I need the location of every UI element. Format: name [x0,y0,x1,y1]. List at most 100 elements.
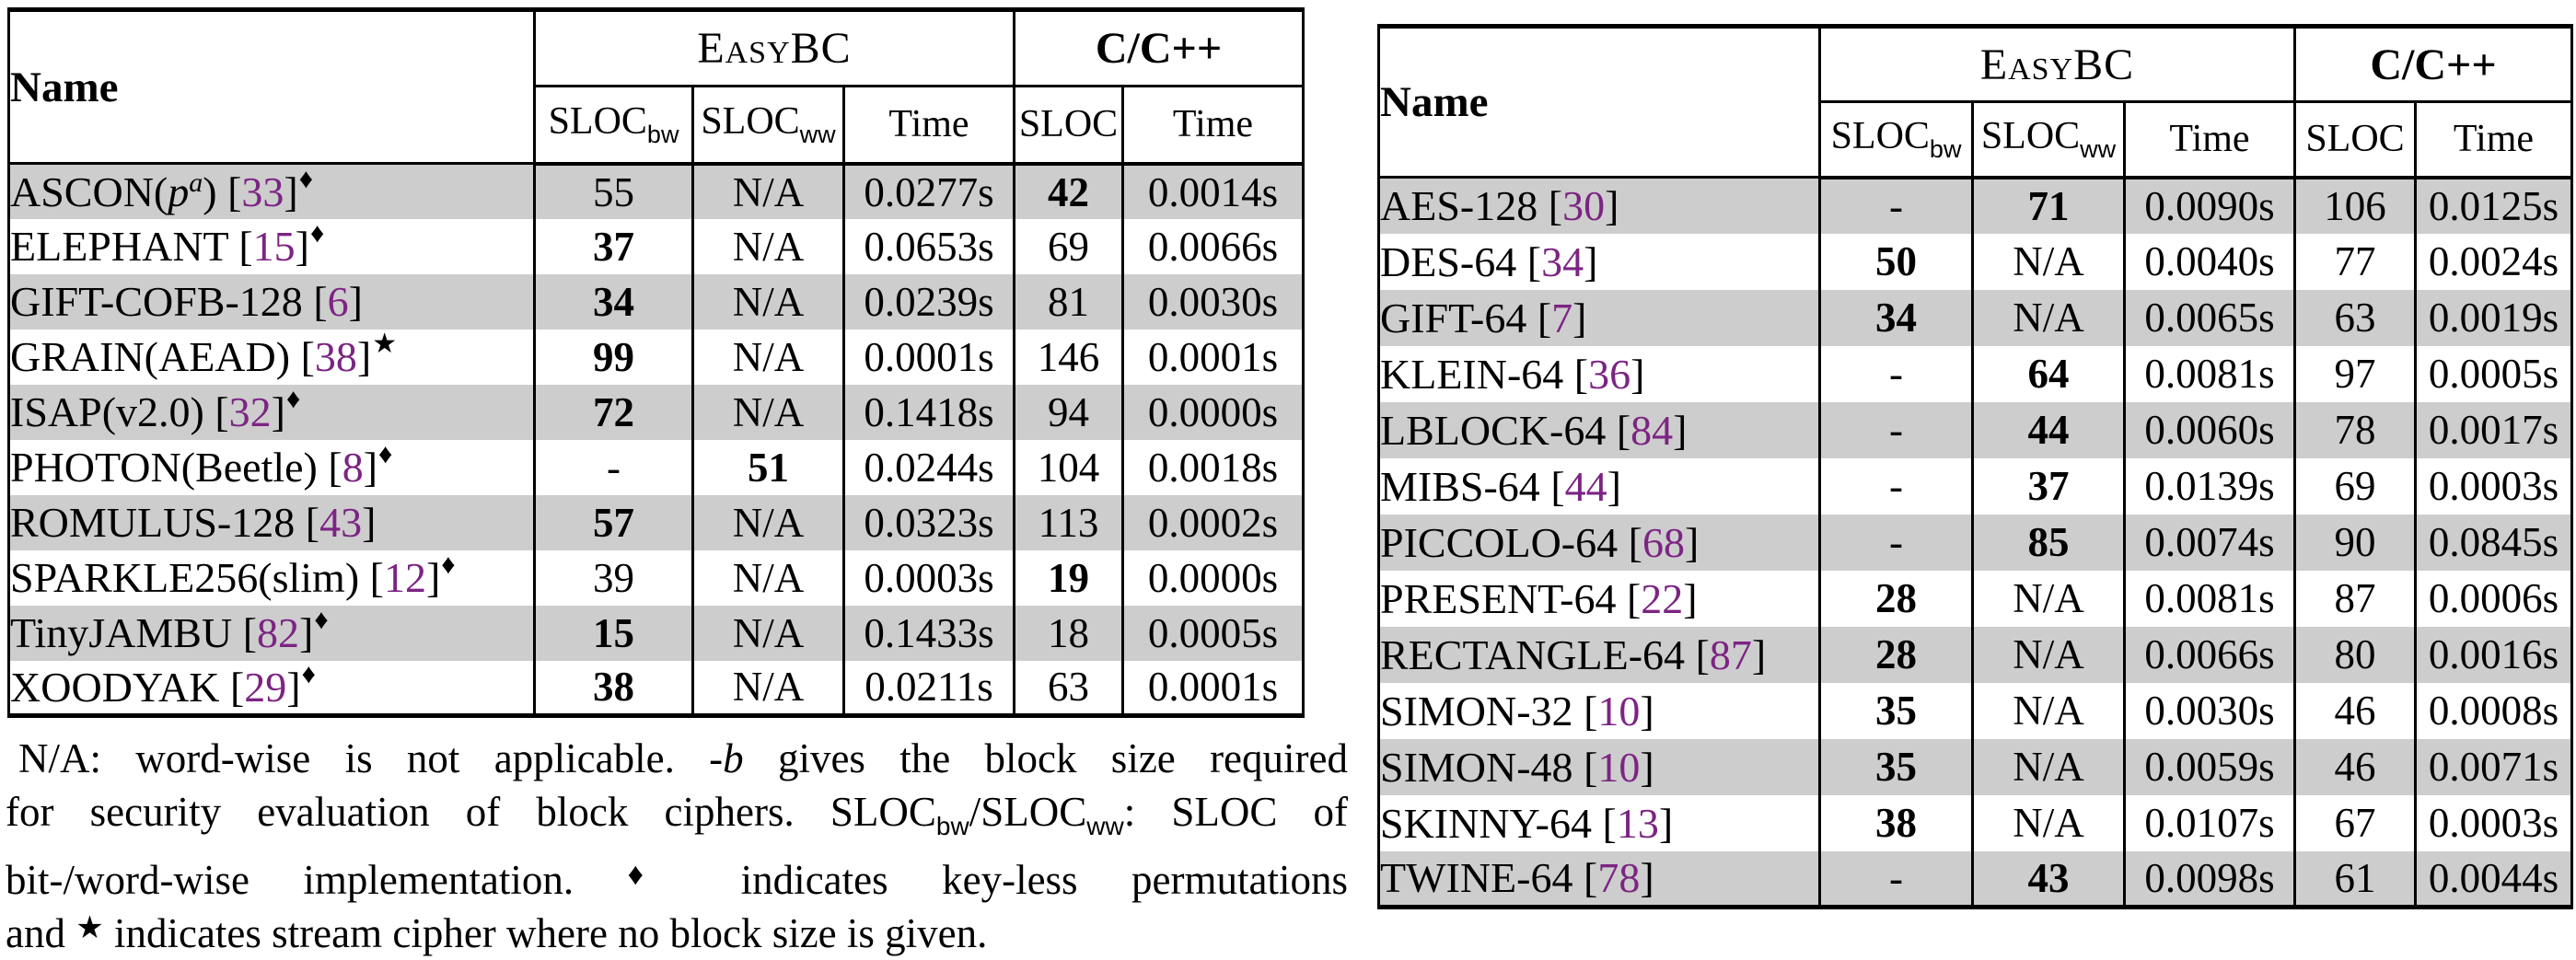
c-time-cell: 0.0005s [2414,345,2573,402]
table-row: GIFT-COFB-128 [6] 34 N/A 0.0239s 81 0.0030s [7,273,1305,330]
cipher-name-cell: RECTANGLE-64 [87] [1377,626,1821,683]
footnote-line: N/A: word-wise is not applicable. -b giv… [6,732,1348,785]
c-sloc-cell: 113 [1013,494,1124,550]
easybc-time-cell: 0.0001s [842,329,1015,385]
column-label: SLOC [1980,115,2081,158]
keyless-permutation-diamond-marker: ♦ [441,549,456,580]
easybc-time-cell: 0.0040s [2123,233,2296,290]
block-ciphers-table-panel: Name EasyBC C/C++ SLOCbw SLOCww Time SLO… [1377,24,2573,909]
citation-close-bracket: ] [1584,237,1598,285]
citation-open-bracket: [ [1616,574,1642,622]
c-sloc-cell: 19 [1013,549,1124,606]
easybc-group-header: EasyBC [1818,26,2296,103]
name-column-header: Name [7,9,536,165]
cipher-name-cell: LBLOCK-64 [84] [1377,401,1821,458]
citation-number: 7 [1551,294,1573,341]
cipher-name-cell: KLEIN-64 [36] [1377,345,1821,402]
sloc-bw-cell: 34 [1818,289,1974,346]
sloc-ww-cell: N/A [1971,794,2126,851]
c-time-cell: 0.0125s [2414,177,2573,234]
name-column-header: Name [1377,26,1821,179]
citation-number: 44 [1564,462,1607,510]
column-label: SLOC [701,100,800,144]
keyless-permutation-diamond-marker: ♦ [298,163,314,194]
footnote-line: bit-/word-wise implementation. ♦ indicat… [6,853,1348,907]
column-label-subscript: ww [2080,135,2117,164]
c-sloc-cell: 94 [1013,384,1124,440]
group-header-row: Name EasyBC C/C++ [7,9,1305,165]
star-symbol: ★ [75,911,104,945]
citation-close-bracket: ] [295,223,309,270]
table-row: KLEIN-64 [36] -64 0.0081s 97 0.0005s [1377,345,2573,402]
text-segment: for security evaluation of block ciphers… [6,789,936,835]
citation-close-bracket: ] [348,278,363,325]
sloc-ww-cell: N/A [1971,233,2126,290]
sloc-bw-cell: 35 [1818,682,1974,739]
cipher-name-cell: ISAP(v2.0) [32]♦ [7,384,536,440]
cipher-name-cell: PHOTON(Beetle) [8]♦ [7,439,536,495]
easybc-time-cell: 0.0066s [2123,626,2296,683]
sloc-ww-cell: N/A [691,384,845,440]
c-sloc-cell: 97 [2293,345,2417,402]
table-row: PHOTON(Beetle) [8]♦ -51 0.0244s 104 0.0018s [7,439,1305,495]
sloc-bw-column-header: SLOCbw [533,86,694,166]
easybc-time-cell: 0.0003s [842,549,1015,606]
sloc-bw-cell: 55 [533,163,694,219]
easybc-time-column-header: Time [2123,101,2296,179]
c-sloc-column-header: SLOC [1013,86,1124,166]
citation-number: 29 [244,663,287,711]
text-segment: indicates stream cipher where no block s… [103,910,988,956]
text-segment: PHOTON(Beetle) [10,444,318,491]
citation-close-bracket: ] [1684,518,1700,566]
sloc-ww-cell: 64 [1971,345,2126,402]
stream-cipher-star-marker: ★ [372,329,398,359]
table-body: AES-128 [30] -71 0.0090s 106 0.0125s DES-64 [… [1377,177,2573,908]
text-segment: TinyJAMBU [10,609,233,656]
citation-number: 10 [1597,687,1641,734]
c-sloc-cell: 67 [2293,794,2417,851]
c-time-cell: 0.0003s [2414,794,2573,851]
easybc-time-cell: 0.0030s [2123,682,2296,739]
text-segment: gives the block size required [743,735,1348,781]
sloc-ww-cell: N/A [691,329,845,385]
citation-number: 36 [1588,350,1631,398]
column-label: Time [888,103,969,146]
sloc-ww-cell: 51 [691,439,845,495]
citation-close-bracket: ] [1640,854,1654,902]
c-time-cell: 0.0066s [1121,218,1305,274]
sloc-bw-cell: 28 [1818,626,1974,683]
citation-close-bracket: ] [1605,182,1619,230]
column-label: SLOC [548,100,647,144]
c-time-cell: 0.0044s [2414,850,2573,908]
sloc-ww-cell: 71 [1971,177,2126,234]
text-segment: a [189,167,203,198]
citation-open-bracket: [ [216,168,242,215]
c-sloc-column-header: SLOC [2293,101,2417,179]
sloc-ww-column-header: SLOCww [691,86,845,166]
c-cpp-group-header: C/C++ [1013,9,1305,87]
column-label: Time [2169,118,2250,161]
text-segment: LBLOCK-64 [1380,406,1607,454]
citation-open-bracket: [ [1618,518,1642,566]
c-time-cell: 0.0016s [2414,626,2573,683]
sloc-ww-column-header: SLOCww [1971,101,2126,179]
c-time-cell: 0.0071s [2414,738,2573,795]
sloc-ww-cell: N/A [691,660,845,716]
easybc-time-cell: 0.0653s [842,218,1015,274]
keyless-permutation-diamond-marker: ♦ [301,660,316,689]
sloc-ww-cell: N/A [691,273,845,330]
citation-close-bracket: ] [271,388,285,435]
c-cpp-group-header: C/C++ [2293,26,2573,103]
easybc-time-cell: 0.1418s [842,384,1015,440]
keyless-permutation-diamond-marker: ♦ [286,384,301,414]
cipher-name-cell: PICCOLO-64 [68] [1377,514,1821,571]
table-row: SIMON-32 [10] 35 N/A 0.0030s 46 0.0008s [1377,682,2573,739]
easybc-time-cell: 0.0065s [2123,289,2296,346]
table-row: GIFT-64 [7] 34 N/A 0.0065s 63 0.0019s [1377,289,2573,346]
text-segment: ROMULUS-128 [10,499,296,546]
citation-number: 38 [314,333,357,380]
citation-number: 43 [319,499,363,546]
citation-open-bracket: [ [290,333,315,380]
text-segment: XOODYAK [10,663,220,711]
citation-number: 22 [1641,574,1684,622]
